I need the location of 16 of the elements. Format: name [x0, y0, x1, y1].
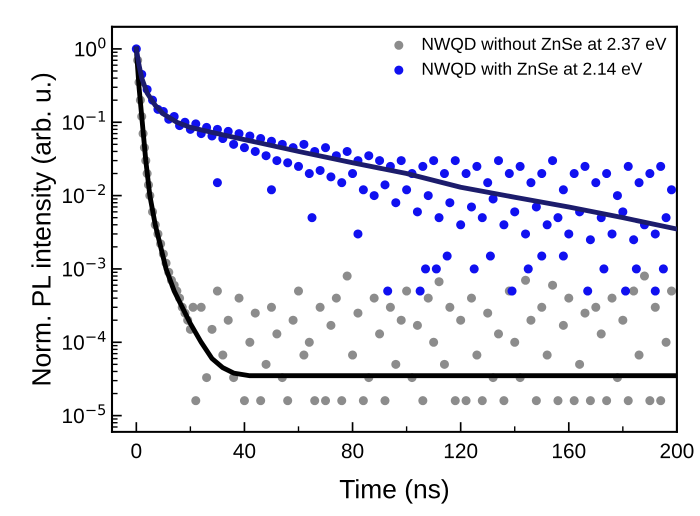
x-tick-label: 200: [660, 444, 694, 458]
y-tick-label: 10$^{0}$: [75, 38, 106, 57]
y-tick-label: 10$^{−3}$: [63, 258, 106, 277]
x-axis-title: Time (ns): [340, 479, 448, 504]
y-tick-label: 10$^{−1}$: [63, 111, 106, 130]
x-tick-label: 120: [444, 444, 478, 458]
y-tick-label: 10$^{−5}$: [63, 404, 106, 424]
x-tick-label: 80: [342, 444, 364, 458]
x-tick-label: 40: [233, 444, 256, 458]
x-tick-label: 160: [552, 444, 586, 458]
legend-label: NWQD with ZnSe at 2.14 eV: [422, 62, 642, 78]
legend-label: NWQD without ZnSe at 2.37 eV: [422, 37, 666, 54]
y-tick-label: 10$^{−2}$: [63, 184, 105, 204]
x-tick-label: 0: [131, 444, 142, 458]
y-axis-title: Norm. PL intensity (arb. u.): [31, 74, 56, 384]
y-tick-label: 10$^{−4}$: [63, 331, 106, 350]
